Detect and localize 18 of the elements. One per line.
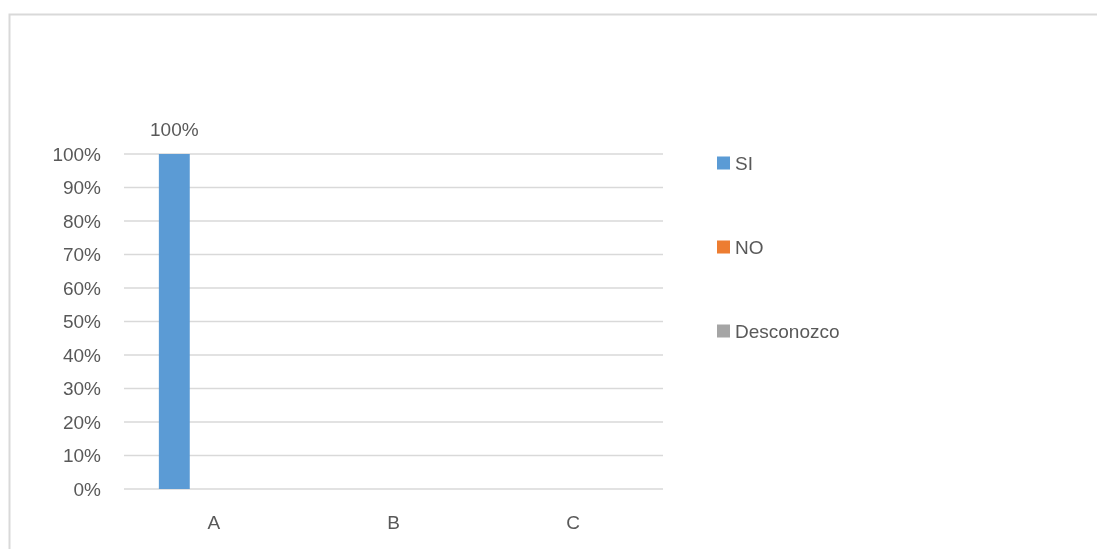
- y-tick-label: 30%: [62, 378, 102, 400]
- y-tick-label: 0%: [73, 478, 102, 500]
- y-tick-label: 60%: [62, 277, 102, 299]
- x-tick-label: C: [566, 511, 581, 533]
- y-tick-label: 80%: [62, 210, 102, 232]
- legend-label: SI: [735, 152, 753, 174]
- legend-label: Desconozco: [735, 320, 840, 342]
- y-tick-label: 70%: [62, 244, 102, 266]
- data-label: 100%: [150, 119, 199, 140]
- y-tick-label: 50%: [62, 311, 102, 333]
- y-tick-label: 10%: [62, 445, 102, 467]
- y-tick-label: 40%: [62, 344, 102, 366]
- y-tick-label: 100%: [52, 143, 102, 165]
- y-tick-label: 90%: [62, 177, 102, 199]
- x-tick-label: A: [207, 511, 221, 533]
- legend-label: NO: [735, 236, 764, 258]
- y-tick-label: 20%: [62, 411, 102, 433]
- x-tick-label: B: [387, 511, 400, 533]
